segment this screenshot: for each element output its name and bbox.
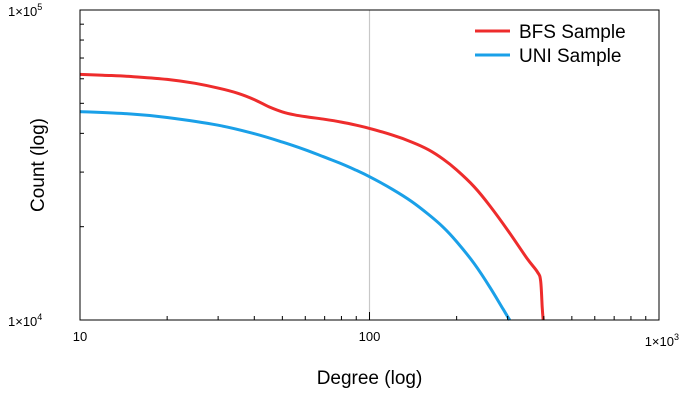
y-tick-label: 1×105	[8, 2, 42, 19]
legend: BFS Sample UNI Sample	[475, 22, 626, 67]
y-tick-label: 1×104	[8, 312, 42, 329]
series-line-bfs-sample	[79, 72, 545, 321]
legend-label: UNI Sample	[519, 46, 621, 67]
legend-label: BFS Sample	[519, 22, 626, 43]
series-layer	[79, 72, 545, 321]
x-tick-label: 10	[73, 329, 87, 344]
tick-labels: 10 100 1×103 1×104 1×105	[8, 2, 679, 349]
ticks-layer	[79, 9, 660, 321]
x-axis-title: Degree (log)	[317, 368, 423, 389]
x-tick-label: 100	[359, 329, 381, 344]
x-tick-label: 1×103	[645, 332, 679, 349]
series-line-uni-sample	[79, 110, 511, 321]
y-axis-title: Count (log)	[28, 118, 49, 212]
